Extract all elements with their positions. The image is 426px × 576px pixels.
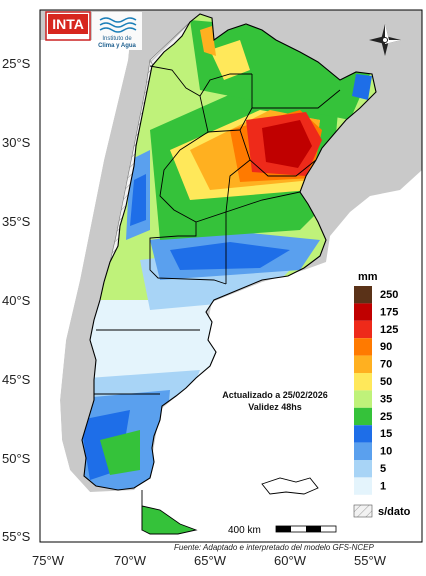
legend-label: 35: [380, 393, 392, 405]
pacific-left: [40, 40, 130, 520]
legend-label: 10: [380, 446, 392, 458]
legend-label: 70: [380, 359, 392, 371]
legend-swatch: [354, 460, 372, 478]
legend-label: 90: [380, 341, 392, 353]
waves-icon: [99, 17, 137, 33]
legend-swatch: [354, 373, 372, 391]
legend-label: 25: [380, 411, 392, 423]
malvinas-islands: [261, 477, 319, 495]
legend-label: 5: [380, 463, 386, 475]
lat-label: 50°S: [2, 451, 31, 466]
legend-title: mm: [358, 271, 378, 283]
legend-items: 250 175 125 90 70 50 35 25 15 10 5 1: [354, 286, 398, 495]
institute-line2: Clima y Agua: [98, 43, 136, 49]
tierra-del-fuego: [141, 505, 198, 535]
lat-label: 25°S: [2, 56, 31, 71]
legend-swatch: [354, 425, 372, 443]
lat-label: 45°S: [2, 372, 31, 387]
legend-label: 250: [380, 289, 398, 301]
lat-label: 30°S: [2, 135, 31, 150]
legend-swatch: [354, 390, 372, 408]
compass-rose-icon: [369, 24, 401, 56]
legend-swatch: [354, 320, 372, 339]
updated-text: Actualizado a 25/02/2026: [222, 390, 328, 400]
legend: mm 250 175 125 90 70 50 35 25 15 10 5 1 s/dato: [353, 271, 411, 518]
lat-label: 35°S: [2, 214, 31, 229]
source-text: Fuente: Adaptado e interpretado del mode…: [174, 543, 374, 552]
legend-swatch: [354, 477, 372, 495]
nodata-label: s/dato: [378, 506, 411, 518]
lon-label: 65°W: [194, 553, 227, 568]
legend-swatch: [354, 355, 372, 373]
legend-swatch: [354, 338, 372, 356]
legend-label: 175: [380, 306, 398, 318]
legend-swatch: [354, 303, 372, 321]
legend-swatch: [354, 442, 372, 460]
legend-label: 50: [380, 376, 392, 388]
institute-logo: Instituto de Clima y Agua: [92, 12, 142, 50]
scale-bar: 400 km: [228, 525, 337, 536]
legend-label: 1: [380, 480, 386, 492]
lat-label: 55°S: [2, 529, 31, 544]
nodata-swatch: [353, 504, 373, 518]
legend-label: 125: [380, 324, 398, 336]
lat-label: 40°S: [2, 293, 31, 308]
institute-line1: Instituto de: [102, 36, 132, 42]
lon-label: 70°W: [114, 553, 147, 568]
lon-label: 60°W: [274, 553, 307, 568]
scale-label: 400 km: [228, 525, 261, 536]
legend-label: 15: [380, 428, 392, 440]
legend-swatch: [354, 286, 372, 304]
legend-swatch: [354, 407, 372, 426]
lon-label: 55°W: [354, 553, 387, 568]
validity-text: Validez 48hs: [248, 402, 302, 412]
longitude-axis: 75°W 70°W 65°W 60°W 55°W: [32, 553, 387, 568]
map-frame: [39, 9, 423, 543]
inta-logo: INTA: [45, 11, 91, 41]
inta-logo-text: INTA: [52, 16, 84, 32]
lon-label: 75°W: [32, 553, 65, 568]
latitude-axis: 25°S 30°S 35°S 40°S 45°S 50°S 55°S: [2, 56, 31, 544]
